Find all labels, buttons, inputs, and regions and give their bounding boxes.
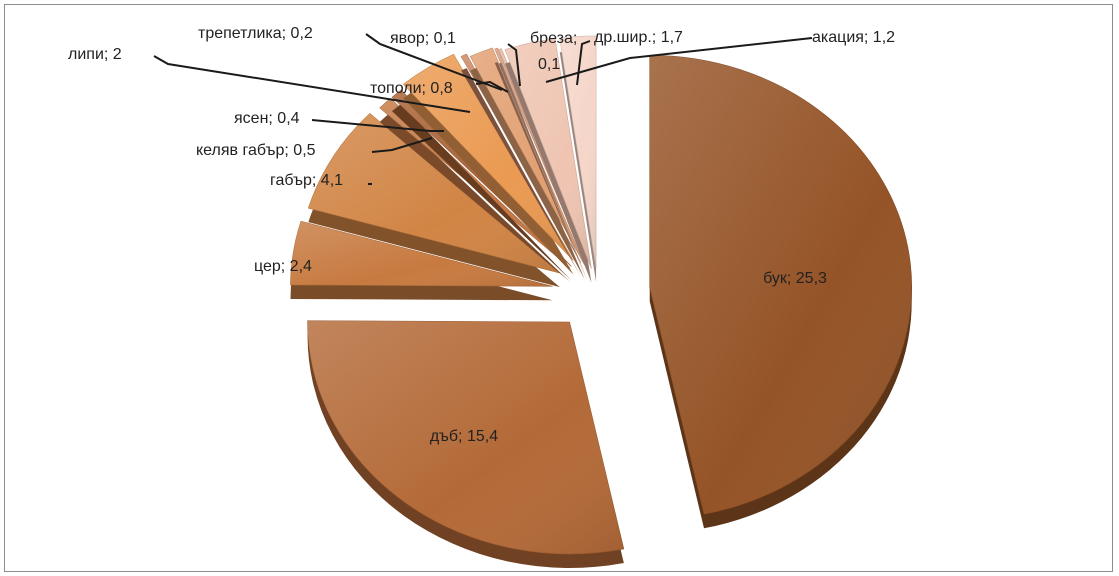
leader-line-ясен (311, 119, 444, 132)
data-label-тополи: тополи; 0,8 (370, 80, 453, 97)
pie-slice-дъб (307, 320, 625, 568)
data-label-липи: липи; 2 (68, 46, 122, 63)
pie-slice-др.шир. (504, 38, 592, 283)
leader-line-акация (545, 37, 813, 83)
pie-slice-side (498, 62, 588, 282)
data-label-келяв габър: келяв габър; 0,5 (196, 142, 316, 159)
pie-slice-бук (649, 55, 912, 529)
data-label-бук: бук; 25,3 (763, 270, 827, 287)
pie-slice-sheen (470, 47, 585, 266)
data-label-цер: цер; 2,4 (254, 258, 312, 275)
pie-slice-цер (290, 220, 553, 301)
leader-line-явор (507, 43, 521, 87)
data-label-ясен: ясен; 0,4 (234, 110, 300, 127)
leader-line-липи (153, 55, 471, 113)
pie-slice-sheen (559, 35, 597, 268)
pie-slice-sheen (403, 54, 574, 261)
data-label-габър: габър; 4,1 (270, 172, 343, 189)
pie-slice-side (379, 112, 570, 282)
pie-slice-side (494, 62, 587, 281)
leader-line-др.шир. (576, 40, 591, 86)
pie-slice-габър (307, 113, 561, 288)
leader-line-тополи (475, 80, 509, 93)
data-label-трепетлика: трепетлика; 0,2 (198, 25, 313, 42)
leader-line-трепетлика (365, 33, 503, 91)
pie-slice-side (461, 68, 582, 277)
pie-slice-side (470, 61, 585, 280)
pie-slice-side (504, 52, 592, 283)
pie-slice-sheen (308, 113, 560, 274)
pie-slice-sheen (290, 221, 553, 287)
pie-slice-тополи (469, 47, 585, 280)
pie-slice-sheen (504, 38, 592, 269)
data-label-др.шир.: др.шир.; 1,7 (594, 29, 683, 46)
leader-line-келяв габър (371, 137, 433, 153)
data-label-явор: явор; 0,1 (390, 30, 456, 47)
pie-slice-sheen (649, 55, 912, 515)
data-label-бреза: бреза; 0,1 (530, 30, 577, 73)
pie-slice-side (392, 104, 572, 281)
pie-slice-акация (559, 35, 597, 282)
data-label-дъб: дъб; 15,4 (430, 428, 498, 445)
pie-slice-липи (402, 53, 574, 275)
data-label-акация: акация; 1,2 (812, 29, 895, 46)
pie-slice-sheen (307, 320, 624, 554)
